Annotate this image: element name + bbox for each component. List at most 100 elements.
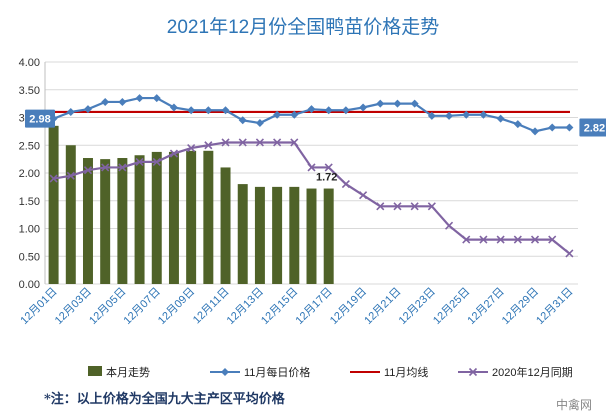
point [169,149,179,158]
point [66,107,75,116]
point [548,123,557,132]
x-tick-label: 12月09日 [156,286,197,327]
bar [203,150,214,284]
point [531,127,540,136]
x-tick-label: 12月19日 [328,286,369,327]
legend-marker [468,367,478,377]
point [427,111,436,120]
legend-label: 11月每日价格 [244,365,310,379]
point [324,106,333,115]
point [238,138,247,147]
bar [237,184,248,284]
point [290,138,299,147]
bar [254,186,265,284]
point [204,141,213,150]
data-label: 1.72 [316,172,337,184]
point [565,123,574,132]
series-line [53,96,570,133]
point [444,221,454,230]
point [290,110,299,119]
point [393,99,402,108]
bar [220,167,231,284]
bar [65,145,76,284]
point [410,99,419,108]
point [359,191,368,200]
legend-label: 11月均线 [384,365,428,379]
point [273,138,282,147]
bar [323,188,334,284]
point [376,99,385,108]
bar [117,158,128,284]
point [427,202,436,211]
x-tick-label: 12月01日 [18,286,59,327]
point [83,105,92,114]
chart-title: 2021年12月份全国鸭苗价格走势 [166,17,440,38]
point [273,110,282,119]
point [135,157,144,166]
x-tick-label: 12月27日 [465,286,506,327]
bar [306,188,317,284]
x-tick-label: 12月13日 [225,286,266,327]
x-tick-label: 12月03日 [53,286,94,327]
y-tick-label: 0.50 [19,251,40,263]
point [238,116,247,125]
legend-marker [221,368,229,376]
point [341,180,350,189]
y-tick-label: 4.00 [19,57,40,69]
point [101,163,110,172]
bar [82,158,93,284]
bar [272,186,283,284]
point [135,94,144,103]
point [101,97,110,106]
point [565,249,574,258]
point [152,94,161,103]
point [49,174,58,183]
y-tick-label: 2.50 [19,140,40,152]
x-tick-label: 12月29日 [500,286,541,327]
watermark: 中禽网 [555,398,592,412]
legend-label: 2020年12月同期 [492,365,573,379]
x-tick-label: 12月21日 [362,286,403,327]
point [548,235,557,244]
point [359,103,368,112]
footnote: *注：以上价格为全国九大主产区平均价格 [44,392,285,407]
x-tick-label: 12月25日 [431,286,472,327]
bar [100,159,111,284]
bar [151,151,162,284]
point [187,106,196,115]
data-label: 2.98 [29,114,50,126]
point [496,235,505,244]
point [83,166,93,175]
point [169,103,178,112]
data-label-box [579,118,606,137]
point [530,235,540,244]
x-tick-label: 12月15日 [259,286,300,327]
y-tick-label: 0.00 [19,279,40,291]
point [445,111,454,120]
point [204,106,213,115]
point [221,138,230,147]
point [341,106,350,115]
point [255,119,264,128]
x-tick-label: 12月07日 [122,286,163,327]
point [410,202,419,211]
point [479,235,488,244]
x-tick-label: 12月31日 [534,286,575,327]
point [152,157,161,166]
point [255,138,264,147]
point [376,202,385,211]
point [513,120,522,129]
point [324,163,333,172]
point [496,114,505,123]
y-tick-label: 1.50 [19,196,40,208]
bar [168,151,179,284]
legend-swatch [88,366,102,376]
point [307,105,316,114]
point [307,163,316,172]
x-tick-label: 12月17日 [293,286,334,327]
bar [289,186,300,284]
bar [48,125,59,284]
legend-label: 本月走势 [106,365,150,379]
